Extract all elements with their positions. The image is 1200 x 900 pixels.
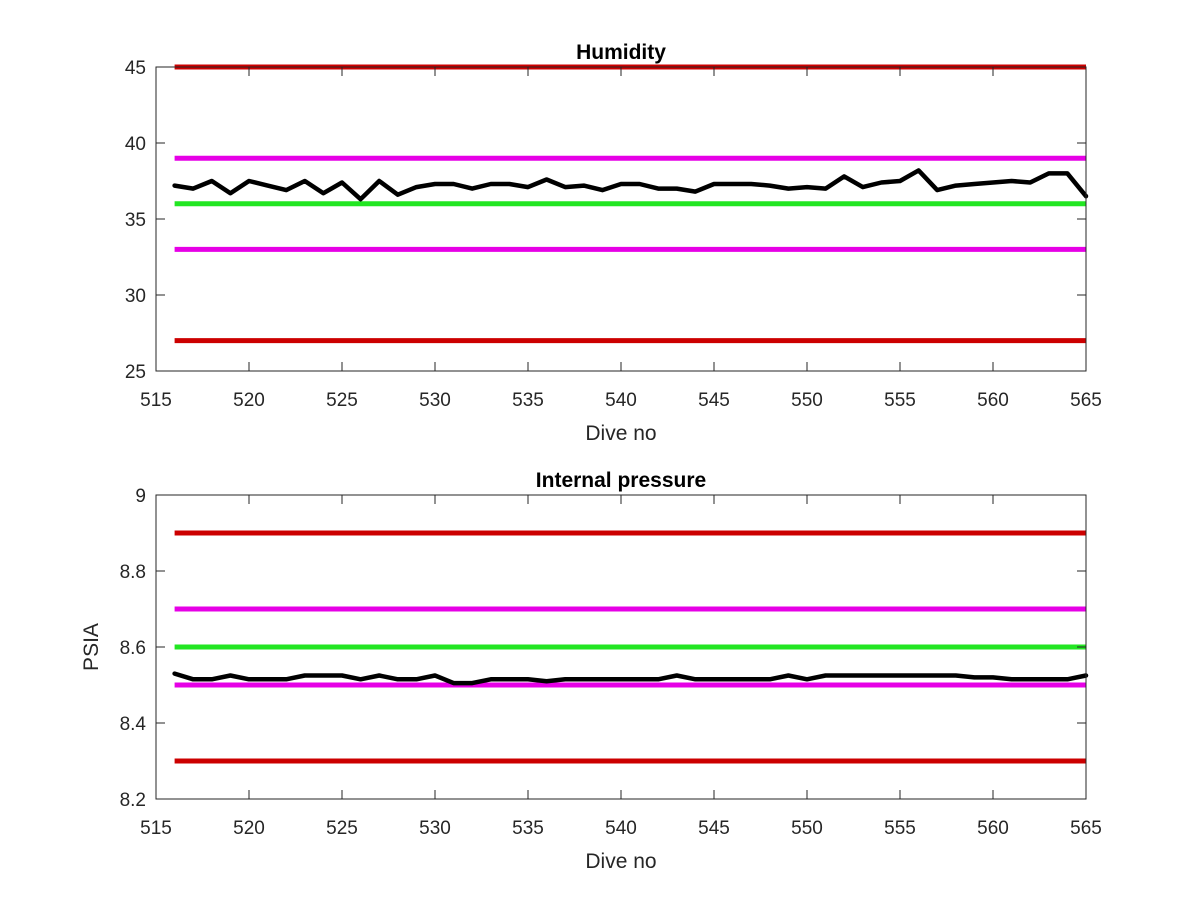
pressure-x-tick-label-8: 555 [884,818,916,839]
pressure-x-axis-label: Dive no [585,850,656,873]
pressure-x-tick-label-6: 545 [698,818,730,839]
pressure-y-tick-label-1: 8.4 [120,714,147,735]
humidity-x-tick-label-3: 530 [419,390,451,411]
pressure-x-tick-label-9: 560 [977,818,1009,839]
humidity-x-axis-label: Dive no [585,422,656,445]
pressure-x-tick-label-0: 515 [140,818,172,839]
pressure-x-tick-label-1: 520 [233,818,265,839]
internal-pressure-panel: 515 520 525 530 535 540 545 550 555 560 565 8.2 8.4 8… [80,469,1102,873]
humidity-x-tick-label-8: 555 [884,390,916,411]
pressure-x-tick-label-5: 540 [605,818,637,839]
humidity-panel: 515 520 525 530 535 540 545 550 555 560 565 25 30 35 4… [125,41,1102,445]
humidity-x-tick-label-9: 560 [977,390,1009,411]
pressure-y-tick-label-3: 8.8 [120,562,146,583]
humidity-chart-title: Humidity [576,41,666,64]
pressure-y-tick-label-2: 8.6 [120,638,146,659]
humidity-x-tick-label-1: 520 [233,390,265,411]
humidity-y-tick-label-3: 40 [125,134,146,155]
pressure-x-tick-label-7: 550 [791,818,823,839]
pressure-chart-title: Internal pressure [536,469,706,492]
humidity-x-tick-label-7: 550 [791,390,823,411]
humidity-x-tick-label-4: 535 [512,390,544,411]
humidity-x-tick-label-0: 515 [140,390,172,411]
humidity-series-line-0 [172,168,1089,202]
pressure-series-line-0 [172,671,1089,686]
pressure-x-tick-label-2: 525 [326,818,358,839]
humidity-axes-box [155,66,1087,372]
pressure-x-tick-label-3: 530 [419,818,451,839]
humidity-y-tick-label-0: 25 [125,362,146,383]
pressure-x-tick-label-10: 565 [1070,818,1102,839]
pressure-y-tick-label-4: 9 [135,486,146,507]
humidity-y-tick-label-1: 30 [125,286,146,307]
humidity-x-tick-label-5: 540 [605,390,637,411]
pressure-y-tick-label-0: 8.2 [120,790,146,811]
humidity-y-tick-label-2: 35 [125,210,146,231]
pressure-y-axis-label: PSIA [80,623,103,671]
humidity-y-tick-label-4: 45 [125,58,146,79]
humidity-x-tick-label-10: 565 [1070,390,1102,411]
humidity-x-tick-label-6: 545 [698,390,730,411]
pressure-x-tick-label-4: 535 [512,818,544,839]
humidity-x-tick-label-2: 525 [326,390,358,411]
